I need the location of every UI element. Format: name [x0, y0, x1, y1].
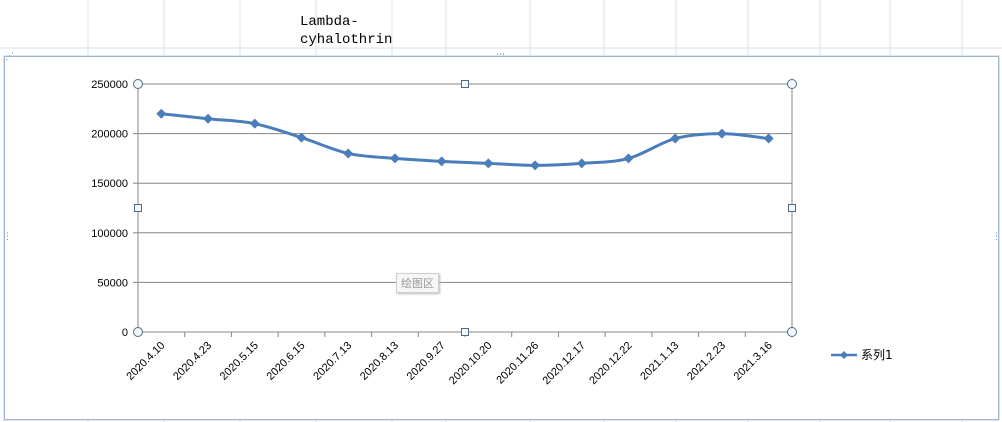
corner-selection-handle[interactable] — [133, 79, 143, 89]
data-point-marker[interactable] — [623, 153, 634, 164]
x-tick-label: 2020.8.13 — [358, 340, 401, 383]
corner-selection-handle[interactable] — [787, 79, 797, 89]
data-point-marker[interactable] — [343, 148, 354, 159]
legend-marker-icon — [831, 350, 857, 359]
x-tick-label: 2021.2.23 — [685, 340, 728, 383]
chart-object[interactable]: 0 50000 100000 150000 200000 250000 2020.4.10 2… — [3, 51, 1001, 420]
y-tick-label: 50000 — [97, 277, 128, 289]
x-tick-label: 2020.10.20 — [447, 340, 494, 387]
data-point-marker[interactable] — [249, 118, 260, 129]
corner-handle-icon[interactable]: ⋰ — [5, 52, 14, 62]
edge-selection-handle[interactable] — [461, 328, 469, 336]
edge-selection-handle[interactable] — [134, 204, 142, 212]
data-point-marker[interactable] — [389, 153, 400, 164]
x-tick-label: 2020.12.17 — [540, 340, 587, 387]
right-resize-handle-icon[interactable]: ⋮ — [992, 232, 1001, 242]
x-tick-label: 2020.6.15 — [265, 340, 308, 383]
data-point-marker[interactable] — [670, 133, 681, 144]
x-tick-label: 2021.3.16 — [732, 340, 775, 383]
corner-selection-handle[interactable] — [133, 327, 143, 337]
cell-lambda-cyhalothrin[interactable]: Lambda- cyhalothrin — [300, 14, 393, 48]
y-tick-label: 100000 — [91, 228, 128, 240]
plot-area-tooltip: 绘图区 — [396, 273, 439, 293]
edge-selection-handle[interactable] — [788, 204, 796, 212]
data-point-marker[interactable] — [716, 128, 727, 139]
corner-selection-handle[interactable] — [787, 327, 797, 337]
data-point-marker[interactable] — [763, 133, 774, 144]
x-tick-label: 2020.7.13 — [311, 340, 354, 383]
data-point-marker[interactable] — [436, 156, 447, 167]
y-tick-label: 0 — [122, 327, 128, 339]
data-point-marker[interactable] — [576, 158, 587, 169]
data-point-marker[interactable] — [296, 132, 307, 143]
y-tick-label: 200000 — [91, 129, 128, 141]
x-tick-label: 2020.4.23 — [171, 340, 214, 383]
data-point-marker[interactable] — [203, 113, 214, 124]
y-tick-label: 250000 — [91, 79, 128, 91]
x-tick-label: 2020.11.26 — [494, 340, 541, 387]
legend[interactable]: 系列1 — [831, 346, 893, 363]
x-tick-label: 2021.1.13 — [638, 340, 681, 383]
x-tick-label: 2020.9.27 — [405, 340, 448, 383]
data-point-marker[interactable] — [156, 108, 167, 119]
x-tick-label: 2020.4.10 — [124, 340, 167, 383]
data-point-marker[interactable] — [483, 158, 494, 169]
data-point-marker[interactable] — [530, 160, 541, 171]
x-tick-label: 2020.12.22 — [587, 340, 634, 387]
y-tick-label: 150000 — [91, 178, 128, 190]
x-tick-label: 2020.5.15 — [218, 340, 261, 383]
edge-selection-handle[interactable] — [461, 80, 469, 88]
top-resize-handle-icon[interactable]: ⋯ — [496, 50, 505, 60]
legend-series-label: 系列1 — [861, 348, 893, 362]
left-resize-handle-icon[interactable]: ⋮ — [3, 232, 12, 242]
